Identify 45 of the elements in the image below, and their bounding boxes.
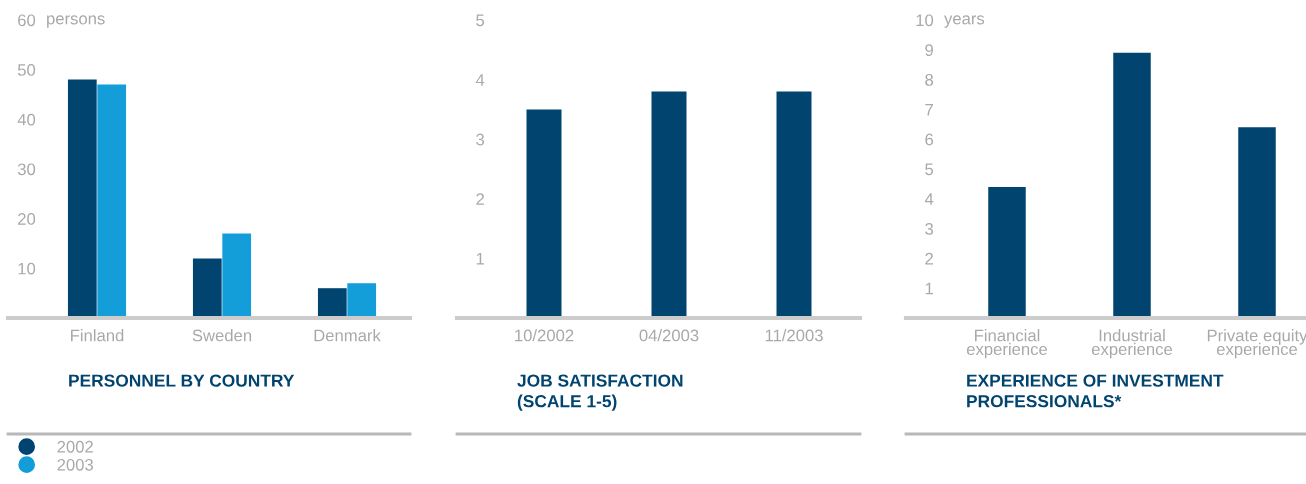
y-tick-label: 5 [476, 14, 485, 27]
x-tick-label: Sweden [192, 329, 252, 342]
y-tick-label: 10 [916, 14, 934, 27]
bar [67, 79, 97, 318]
bar [1113, 52, 1151, 318]
bar [222, 233, 252, 318]
y-tick-label: 3 [925, 223, 934, 235]
x-tick-label: Financial experience [966, 329, 1048, 359]
x-tick-label: 04/2003 [639, 329, 699, 342]
y-axis-title: persons [47, 15, 105, 28]
y-tick-label: 5 [925, 163, 934, 176]
bar [347, 283, 377, 318]
bar [317, 288, 347, 318]
y-tick-label: 10 [18, 262, 36, 275]
y-tick-label: 20 [18, 213, 36, 225]
bar [1238, 127, 1276, 318]
x-tick-label: 11/2003 [765, 329, 823, 342]
y-tick-label: 3 [476, 133, 485, 146]
text: PERSONNEL BY COUNTRY [69, 374, 295, 387]
text: JOB SATISFACTION (SCALE 1-5) [517, 374, 683, 411]
x-tick-label: Industrial experience [1091, 329, 1173, 359]
y-tick-label: 6 [925, 133, 934, 146]
y-tick-label: 9 [925, 44, 933, 56]
legend-label: 2003 [57, 458, 94, 471]
legend-label: 2002 [57, 440, 93, 453]
y-tick-label: 7 [925, 103, 933, 116]
y-axis-title: years [944, 15, 985, 28]
x-tick-label: Denmark [314, 329, 381, 342]
y-tick-label: 2 [476, 193, 484, 205]
bar [192, 258, 222, 318]
y-tick-label: 8 [925, 74, 934, 86]
y-tick-label: 30 [17, 163, 36, 176]
y-tick-label: 2 [925, 252, 933, 265]
text: EXPERIENCE OF INVESTMENT PROFESSIONALS* [967, 374, 1224, 408]
x-tick-label: 10/2002 [515, 329, 574, 342]
y-tick-label: 1 [925, 282, 933, 295]
y-tick-label: 60 [18, 14, 36, 27]
y-tick-label: 50 [17, 64, 36, 76]
y-tick-label: 40 [17, 113, 36, 126]
bar [988, 186, 1026, 318]
y-tick-label: 4 [924, 193, 934, 205]
bar [97, 84, 127, 318]
x-tick-label: Finland [71, 329, 124, 342]
y-tick-label: 4 [475, 74, 485, 86]
y-tick-label: 1 [476, 252, 484, 265]
